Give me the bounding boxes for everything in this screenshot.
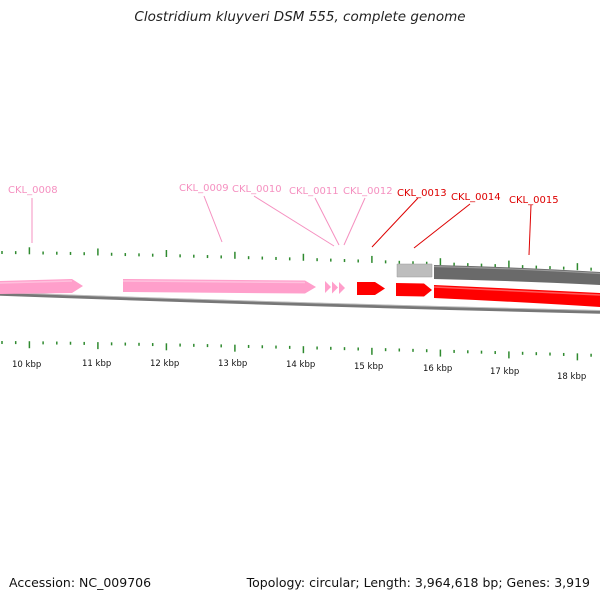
scale-label: 14 kbp [286,360,315,370]
scale-label: 13 kbp [218,359,247,369]
gene-label-CKL_0008[interactable]: CKL_0008 [8,185,58,196]
gene-arrow-CKL_0010[interactable] [325,281,331,293]
scale-label: 16 kbp [423,364,452,374]
genome-summary-text: Topology: circular; Length: 3,964,618 bp… [246,575,590,590]
leader-CKL_0013 [371,197,419,248]
scale-label: 18 kbp [557,372,586,382]
scale-label: 17 kbp [490,367,519,377]
gray-feature-light [396,263,433,278]
inner-tick-row [1,341,592,361]
gene-label-CKL_0011[interactable]: CKL_0011 [289,186,339,197]
gene-arrow-CKL_0013[interactable] [357,282,385,295]
leader-CKL_0015 [528,204,532,256]
gene-arrow-CKL_0012[interactable] [339,282,345,294]
leader-CKL_0011 [314,197,340,246]
scale-label: 12 kbp [150,359,179,369]
gene-label-CKL_0015[interactable]: CKL_0015 [509,195,559,206]
outer-tick-row [1,247,592,271]
scale-label: 10 kbp [12,360,41,370]
label-leader-lines [31,195,532,256]
gene-arrow-CKL_0014[interactable] [396,283,432,297]
gray-feature-dark [434,265,600,285]
genome-backbone [0,292,600,314]
gene-label-CKL_0014[interactable]: CKL_0014 [451,192,501,203]
gene-arrow-CKL_0008[interactable] [0,279,83,294]
leader-CKL_0012 [343,197,366,246]
map-title: Clostridium kluyveri DSM 555, complete g… [134,9,466,25]
gene-arrow-CKL_0009[interactable] [123,279,316,294]
accession-text: Accession: NC_009706 [9,575,152,590]
gene-arrow-CKL_0011[interactable] [332,281,338,294]
gene-arrow-highlight [0,280,600,296]
gene-arrow-CKL_0015[interactable] [434,285,600,307]
leader-CKL_0010 [253,195,335,247]
genome-backbone-highlight [0,292,600,311]
gene-label-CKL_0012[interactable]: CKL_0012 [343,186,393,197]
gene-label-CKL_0010[interactable]: CKL_0010 [232,184,282,195]
leader-CKL_0014 [413,203,471,249]
leader-CKL_0009 [203,195,223,243]
scale-label-row: 10 kbp 11 kbp 12 kbp 13 kbp 14 kbp 15 kbp 16 k… [12,359,586,382]
gray-feature-dark-shine [433,265,600,275]
gene-label-CKL_0009[interactable]: CKL_0009 [179,183,229,194]
scale-label: 15 kbp [354,362,383,372]
gene-label-CKL_0013[interactable]: CKL_0013 [397,188,447,199]
scale-label: 11 kbp [82,359,111,369]
